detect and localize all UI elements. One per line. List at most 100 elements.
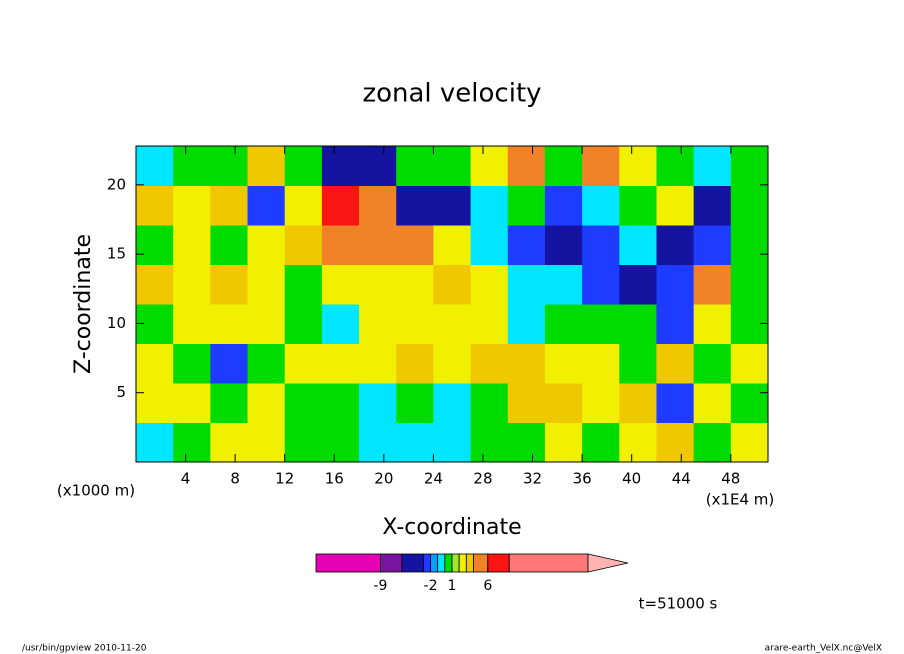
colorbar-segment	[465, 553, 474, 573]
colorbar-tick-label: 6	[483, 578, 492, 594]
x-tick-label: 44	[672, 470, 691, 488]
contour-cell	[359, 146, 397, 186]
contour-cell	[284, 383, 323, 423]
x-tick-label: 4	[181, 470, 191, 488]
contour-cell	[693, 343, 732, 384]
contour-cell	[321, 422, 360, 463]
contour-cell	[359, 225, 397, 265]
contour-cell	[619, 304, 657, 344]
contour-cell	[470, 383, 509, 423]
contour-cell	[210, 185, 249, 226]
x-tick-label: 40	[622, 470, 641, 488]
x-tick-label: 12	[275, 470, 294, 488]
contour-cell	[656, 185, 695, 226]
x-tick-label: 48	[721, 470, 740, 488]
contour-cell	[656, 264, 695, 305]
contour-cell	[359, 343, 397, 384]
contour-cell	[730, 383, 769, 423]
contour-cell	[359, 264, 397, 305]
contour-cell	[210, 146, 249, 186]
contour-cell	[284, 264, 323, 305]
contour-cell	[470, 264, 509, 305]
colorbar-segment	[422, 553, 431, 573]
contour-cell	[656, 304, 695, 344]
contour-cell	[173, 343, 211, 384]
contour-cell	[247, 422, 286, 463]
contour-cell	[247, 343, 286, 384]
y-tick-label: 20	[107, 175, 126, 193]
contour-cell	[136, 185, 174, 226]
contour-cell	[470, 422, 509, 463]
x-tick-label: 36	[573, 470, 592, 488]
contour-cell	[507, 185, 546, 226]
colorbar-tick-label: -9	[373, 578, 387, 594]
contour-cell	[693, 146, 732, 186]
contour-cell	[359, 422, 397, 463]
x-unit-label: (x1E4 m)	[706, 491, 775, 509]
contour-cell	[619, 225, 657, 265]
colorbar-segment	[315, 553, 381, 573]
contour-cell	[619, 422, 657, 463]
contour-cell	[619, 264, 657, 305]
colorbar-segment	[437, 553, 446, 573]
time-label: t=51000 s	[639, 595, 718, 613]
contour-cell	[470, 343, 509, 384]
x-tick-label: 8	[230, 470, 240, 488]
contour-cell	[433, 264, 472, 305]
contour-cell	[656, 383, 695, 423]
contour-cell	[619, 343, 657, 384]
x-tick-label: 28	[473, 470, 492, 488]
contour-cell	[247, 264, 286, 305]
contour-cell	[470, 304, 509, 344]
contour-cell	[284, 422, 323, 463]
contour-cell	[730, 185, 769, 226]
contour-cell	[433, 422, 472, 463]
contour-cell	[284, 225, 323, 265]
contour-cell	[396, 225, 434, 265]
contour-cell	[321, 383, 360, 423]
contour-cell	[582, 383, 620, 423]
contour-cell	[507, 343, 546, 384]
colorbar-segment	[487, 553, 510, 573]
contour-cell	[433, 383, 472, 423]
contour-cell	[284, 146, 323, 186]
contour-cell	[693, 383, 732, 423]
contour-cell	[507, 264, 546, 305]
x-tick-label: 20	[374, 470, 393, 488]
contour-cell	[173, 264, 211, 305]
contour-cell	[544, 264, 583, 305]
contour-cell	[396, 185, 434, 226]
contour-cell	[582, 225, 620, 265]
contour-cell	[507, 304, 546, 344]
y-tick-label: 15	[107, 245, 126, 263]
contour-cell	[470, 146, 509, 186]
contour-cell	[284, 185, 323, 226]
contour-cell	[136, 304, 174, 344]
contour-cell	[693, 304, 732, 344]
contour-cell	[136, 146, 174, 186]
contour-cell	[396, 422, 434, 463]
contour-cell	[507, 146, 546, 186]
colorbar-segment	[444, 553, 453, 573]
contour-cell	[656, 422, 695, 463]
contour-cell	[730, 422, 769, 463]
contour-cell	[507, 225, 546, 265]
contour-cell	[321, 225, 360, 265]
contour-cell	[470, 225, 509, 265]
contour-cell	[284, 343, 323, 384]
contour-cell	[173, 225, 211, 265]
contour-cell	[321, 343, 360, 384]
contour-cell	[730, 343, 769, 384]
contour-cell	[656, 225, 695, 265]
contour-cell	[396, 383, 434, 423]
contour-cell	[544, 383, 583, 423]
contour-cell	[433, 304, 472, 344]
contour-cell	[396, 264, 434, 305]
plot-frame	[135, 145, 769, 463]
contour-cell	[693, 225, 732, 265]
x-tick-label: 24	[424, 470, 443, 488]
colorbar-segment	[473, 553, 489, 573]
contour-cell	[359, 304, 397, 344]
contour-cell	[284, 304, 323, 344]
